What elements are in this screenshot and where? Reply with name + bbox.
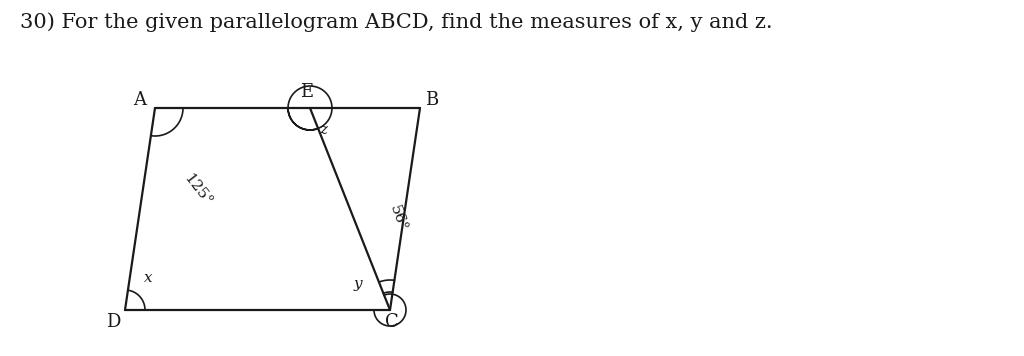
Text: y: y: [353, 277, 362, 291]
Text: D: D: [105, 313, 120, 331]
Text: B: B: [425, 91, 438, 109]
Text: 125°: 125°: [181, 171, 215, 209]
Text: C: C: [385, 313, 399, 331]
Text: E: E: [300, 83, 313, 101]
Text: A: A: [133, 91, 146, 109]
Text: z: z: [319, 123, 327, 137]
Text: 56°: 56°: [387, 203, 410, 233]
Text: 30) For the given parallelogram ABCD, find the measures of x, y and z.: 30) For the given parallelogram ABCD, fi…: [20, 12, 773, 32]
Text: x: x: [143, 271, 153, 285]
